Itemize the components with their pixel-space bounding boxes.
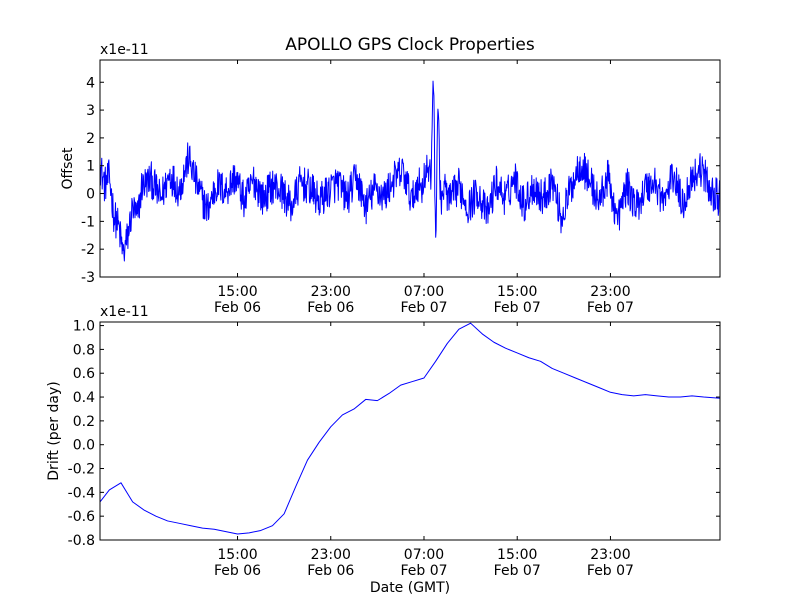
- x-tick-label-time: 23:00: [311, 547, 351, 563]
- drift-panel: -0.8-0.6-0.4-0.20.00.20.40.60.81.015:00F…: [46, 304, 721, 596]
- y-tick-label: -3: [81, 270, 95, 286]
- x-tick-label-time: 23:00: [590, 547, 630, 563]
- x-tick-label-time: 15:00: [217, 284, 257, 300]
- x-tick-label-time: 07:00: [404, 284, 444, 300]
- x-tick-label-time: 15:00: [497, 547, 537, 563]
- y-tick-label: 4: [86, 75, 95, 91]
- y-tick-label: 1: [86, 159, 95, 175]
- y-tick-label: 0.2: [73, 414, 95, 430]
- x-axis-label: Date (GMT): [370, 580, 450, 596]
- axes-frame: [99, 59, 721, 278]
- x-tick-label-date: Feb 07: [587, 300, 634, 316]
- x-tick-label-time: 23:00: [590, 284, 630, 300]
- x-tick-label-date: Feb 06: [307, 563, 354, 579]
- y-tick-label: -2: [81, 242, 95, 258]
- x-tick-label-date: Feb 06: [214, 563, 261, 579]
- x-tick-label-time: 07:00: [404, 547, 444, 563]
- y-multiplier: x1e-11: [100, 304, 149, 320]
- x-tick-label-time: 15:00: [497, 284, 537, 300]
- y-tick-label: 0.0: [73, 438, 95, 454]
- axes-frame: [99, 321, 721, 541]
- y-tick-label: 2: [86, 131, 95, 147]
- y-tick-label: 0.8: [73, 342, 95, 358]
- y-axis-label: Drift (per day): [46, 381, 62, 480]
- x-tick-label-date: Feb 07: [400, 563, 447, 579]
- y-axis-label: Offset: [60, 147, 76, 190]
- x-tick-label-date: Feb 06: [214, 300, 261, 316]
- x-tick-label-date: Feb 06: [307, 300, 354, 316]
- series-line: [100, 80, 720, 262]
- x-tick-label-date: Feb 07: [494, 563, 541, 579]
- y-tick-label: -0.2: [68, 462, 95, 478]
- y-tick-label: -0.6: [68, 509, 95, 525]
- y-tick-label: 0.4: [73, 390, 95, 406]
- x-tick-label-date: Feb 07: [400, 300, 447, 316]
- chart-title: APOLLO GPS Clock Properties: [285, 35, 535, 55]
- x-tick-label-time: 15:00: [217, 547, 257, 563]
- y-tick-label: 0.6: [73, 366, 95, 382]
- y-tick-label: 3: [86, 103, 95, 119]
- y-tick-label: 1.0: [73, 319, 95, 335]
- series-line: [100, 322, 720, 535]
- x-tick-label-time: 23:00: [311, 284, 351, 300]
- y-tick-label: -0.4: [68, 485, 95, 501]
- y-tick-label: -1: [81, 214, 95, 230]
- x-tick-label-date: Feb 07: [587, 563, 634, 579]
- y-multiplier: x1e-11: [100, 42, 149, 58]
- y-tick-label: 0: [86, 187, 95, 203]
- y-tick-label: -0.8: [68, 533, 95, 549]
- x-tick-label-date: Feb 07: [494, 300, 541, 316]
